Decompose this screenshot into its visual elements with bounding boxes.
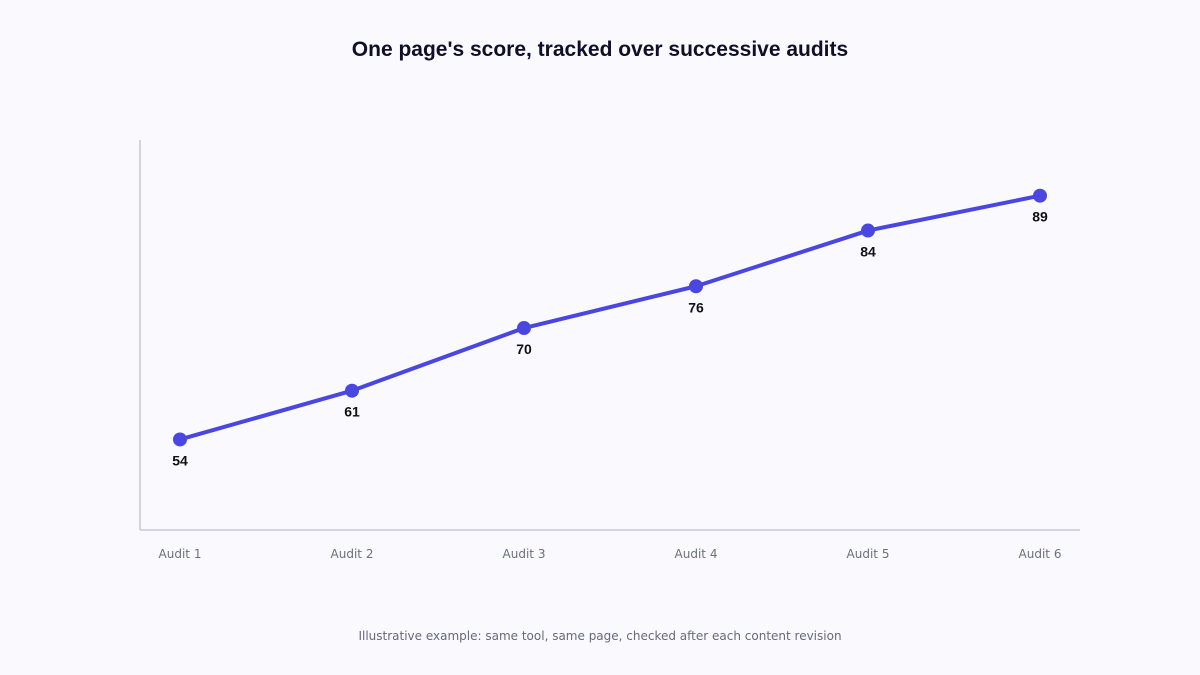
data-label: 54	[172, 452, 188, 468]
x-tick-label: Audit 4	[675, 547, 718, 561]
series-layer: 54 61 70 76 84 89	[172, 188, 1048, 468]
series-line	[178, 193, 1042, 442]
x-tick-labels: Audit 1 Audit 2 Audit 3 Audit 4 Audit 5 Audit…	[159, 547, 1062, 561]
data-point	[517, 321, 531, 336]
data-label: 89	[1032, 209, 1048, 225]
chart-axes	[139, 140, 1080, 531]
data-label: 70	[516, 341, 532, 357]
chart-footnote: Illustrative example: same tool, same pa…	[358, 629, 842, 643]
data-point	[861, 223, 875, 238]
x-tick-label: Audit 3	[503, 547, 546, 561]
data-point	[1033, 188, 1047, 203]
x-tick-label: Audit 1	[159, 547, 202, 561]
data-point	[689, 279, 703, 294]
data-label: 61	[344, 404, 360, 420]
x-tick-label: Audit 2	[331, 547, 374, 561]
data-point	[173, 432, 187, 447]
data-point	[345, 383, 359, 398]
data-label: 84	[860, 244, 876, 260]
x-tick-label: Audit 6	[1019, 547, 1062, 561]
chart-title: One page's score, tracked over successiv…	[351, 38, 849, 61]
x-tick-label: Audit 5	[847, 547, 890, 561]
data-label: 76	[688, 299, 704, 315]
